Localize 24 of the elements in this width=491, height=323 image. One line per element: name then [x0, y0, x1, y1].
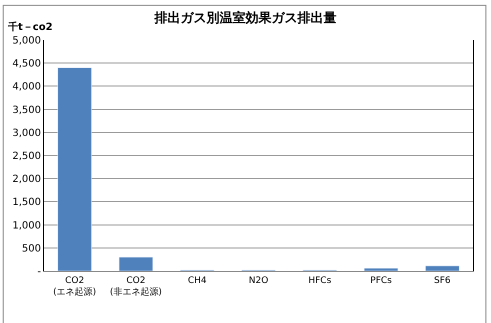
bar — [118, 256, 154, 271]
y-tick-label: - — [37, 266, 42, 278]
bar — [364, 268, 398, 271]
bar — [58, 67, 92, 271]
x-tick-label: PFCs — [370, 276, 392, 286]
x-tick-label: CH4 — [188, 276, 207, 286]
bar — [425, 266, 460, 271]
x-tick-label: SF6 — [434, 276, 451, 286]
y-tick-label: 1,500 — [12, 197, 41, 208]
y-tick-label: 2,000 — [12, 174, 41, 186]
y-tick-label: 4,000 — [12, 82, 41, 93]
x-tick-label: N2O — [248, 276, 268, 286]
y-tick-label: 3,500 — [12, 104, 41, 116]
chart-title: 排出ガス別温室効果ガス排出量 — [154, 10, 336, 26]
y-tick-label: 4,500 — [12, 58, 41, 70]
y-tick-label: 2,500 — [12, 151, 41, 162]
x-tick-label: CO2 (非エネ起源) — [110, 276, 162, 298]
y-tick-label: 500 — [22, 243, 41, 254]
x-tick-label: CO2 (エネ起源) — [53, 276, 96, 298]
y-tick-label: 5,000 — [12, 36, 41, 46]
x-tick-label: HFCs — [308, 276, 332, 286]
y-tick-label: 1,000 — [12, 220, 41, 232]
y-tick-label: 3,000 — [12, 128, 41, 139]
y-axis-title: 千t－co2 — [7, 21, 53, 33]
